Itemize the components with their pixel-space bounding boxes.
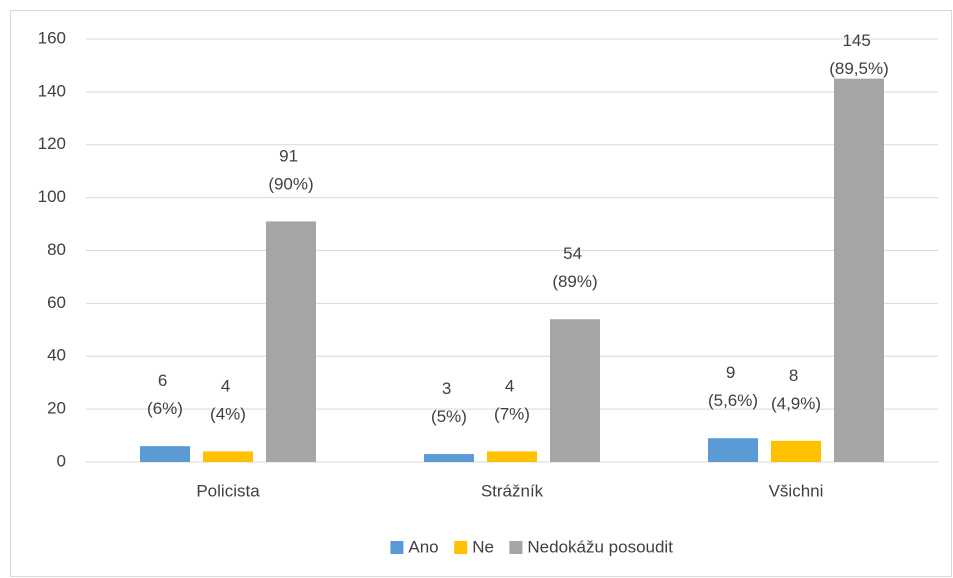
data-label-line: (4,9%) bbox=[771, 394, 821, 413]
data-label-line: 6 bbox=[158, 372, 172, 391]
x-tick-label: Strážník bbox=[481, 481, 544, 500]
chart-border bbox=[10, 10, 952, 577]
data-label: 6 (6%) bbox=[147, 372, 183, 419]
data-label: 4 (7%) bbox=[494, 377, 530, 424]
data-label-line: (89%) bbox=[552, 273, 597, 292]
data-label-line: 9 bbox=[726, 364, 740, 383]
data-label-line: (5%) bbox=[431, 408, 467, 427]
legend-swatch bbox=[454, 541, 468, 554]
bar bbox=[424, 454, 474, 462]
y-tick-label: 40 bbox=[47, 346, 66, 365]
bar bbox=[203, 451, 253, 462]
legend-swatch bbox=[509, 541, 523, 554]
y-tick-label: 160 bbox=[38, 28, 66, 47]
legend-label: Ne bbox=[472, 537, 494, 556]
bar bbox=[550, 319, 600, 462]
data-label-line: (6%) bbox=[147, 400, 183, 419]
y-tick-label: 80 bbox=[47, 240, 66, 259]
bar bbox=[266, 221, 316, 462]
x-tick-label: Policista bbox=[196, 481, 260, 500]
data-label: 145 (89,5%) bbox=[829, 31, 889, 78]
data-label-line: 3 bbox=[442, 380, 456, 399]
data-label-line: 4 bbox=[221, 377, 235, 396]
data-label: 4 (4%) bbox=[210, 377, 246, 424]
data-label-line: (5,6%) bbox=[708, 392, 758, 411]
data-label-line: (4%) bbox=[210, 405, 246, 424]
y-tick-label: 120 bbox=[38, 134, 66, 153]
data-label-line: (90%) bbox=[268, 175, 313, 194]
data-label-line: (7%) bbox=[494, 405, 530, 424]
legend-label: Nedokážu posoudit bbox=[527, 537, 673, 556]
bar bbox=[487, 451, 537, 462]
x-tick-label: Všichni bbox=[769, 481, 824, 500]
y-tick-label: 0 bbox=[57, 451, 66, 470]
data-label: 91 (90%) bbox=[268, 147, 313, 194]
data-label-line: 54 bbox=[563, 245, 587, 264]
data-label: 54 (89%) bbox=[552, 245, 597, 292]
data-label-line: 8 bbox=[789, 366, 803, 385]
y-tick-label: 140 bbox=[38, 81, 66, 100]
bar bbox=[140, 446, 190, 462]
data-label-line: 145 bbox=[842, 31, 875, 50]
legend-swatch bbox=[390, 541, 404, 554]
bar bbox=[708, 438, 758, 462]
bar bbox=[834, 78, 884, 462]
data-label: 3 (5%) bbox=[431, 380, 467, 427]
y-tick-label: 20 bbox=[47, 399, 66, 418]
bar bbox=[771, 440, 821, 462]
y-tick-label: 100 bbox=[38, 187, 66, 206]
data-label: 8 (4,9%) bbox=[771, 366, 821, 413]
data-label-line: (89,5%) bbox=[829, 59, 889, 78]
y-tick-label: 60 bbox=[47, 293, 66, 312]
data-label-line: 4 bbox=[505, 377, 519, 396]
data-label: 9 (5,6%) bbox=[708, 364, 758, 411]
data-label-line: 91 bbox=[279, 147, 303, 166]
legend-label: Ano bbox=[408, 537, 438, 556]
